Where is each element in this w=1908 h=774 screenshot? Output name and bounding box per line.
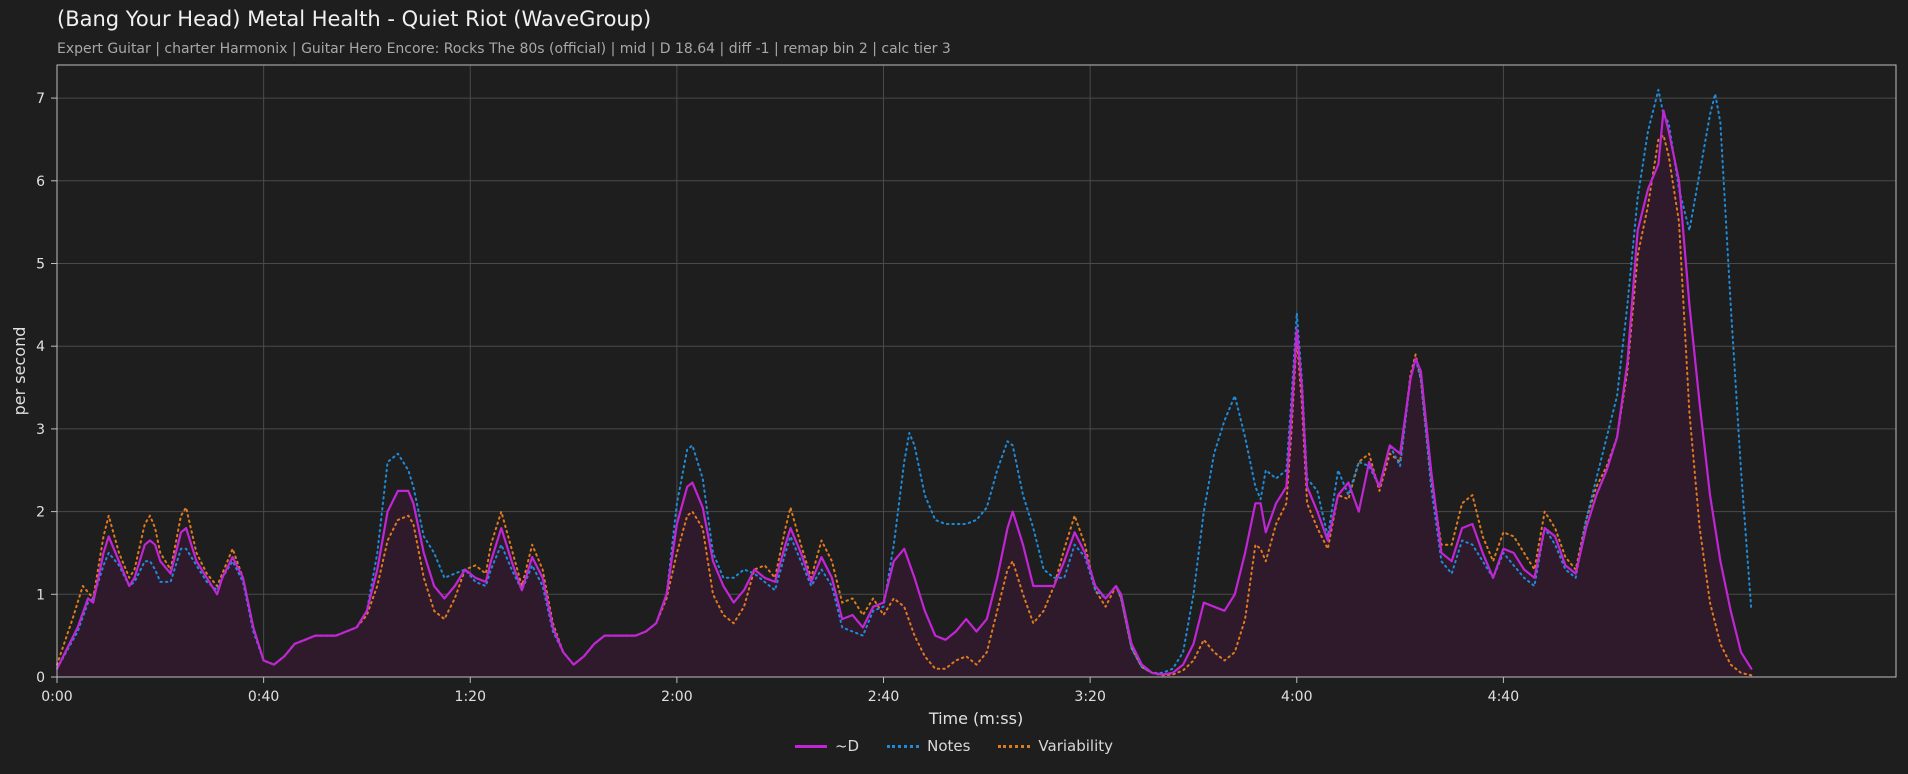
x-tick-label: 4:00 bbox=[1281, 689, 1312, 705]
fill-layer bbox=[57, 110, 1752, 677]
y-tick-label: 6 bbox=[36, 174, 45, 190]
x-tick-label: 0:00 bbox=[41, 689, 72, 705]
x-tick-label: 2:00 bbox=[661, 689, 692, 705]
y-tick-label: 7 bbox=[36, 91, 45, 107]
legend-item-variability[interactable]: Variability bbox=[998, 737, 1113, 755]
legend: ~D Notes Variability bbox=[0, 737, 1908, 755]
x-tick-label: 1:20 bbox=[455, 689, 486, 705]
d-area-fill bbox=[57, 110, 1752, 677]
x-axis-ticks: 0:00 0:40 1:20 2:00 2:40 3:20 4:00 4:40 bbox=[41, 677, 1519, 705]
y-tick-label: 2 bbox=[36, 505, 45, 521]
y-tick-label: 0 bbox=[36, 670, 45, 686]
x-tick-label: 4:40 bbox=[1488, 689, 1519, 705]
x-axis-label: Time (m:ss) bbox=[928, 709, 1023, 728]
plot-frame bbox=[56, 64, 1897, 678]
y-tick-label: 4 bbox=[36, 339, 45, 355]
y-tick-label: 3 bbox=[36, 422, 45, 438]
legend-item-notes[interactable]: Notes bbox=[887, 737, 970, 755]
legend-swatch-notes bbox=[887, 744, 920, 748]
chart-title: (Bang Your Head) Metal Health - Quiet Ri… bbox=[57, 7, 652, 31]
x-tick-label: 2:40 bbox=[868, 689, 899, 705]
x-tick-label: 3:20 bbox=[1074, 689, 1105, 705]
y-tick-label: 5 bbox=[36, 256, 45, 272]
series-layer bbox=[55, 88, 1753, 677]
x-tick-label: 0:40 bbox=[248, 689, 279, 705]
y-axis-label: per second bbox=[10, 327, 29, 416]
y-axis-ticks: 0 1 2 3 4 5 6 7 bbox=[36, 91, 57, 686]
chart-subtitle: Expert Guitar | charter Harmonix | Guita… bbox=[57, 41, 951, 57]
legend-label-variability: Variability bbox=[1038, 737, 1114, 755]
legend-label-d: ~D bbox=[834, 737, 860, 755]
d-series-line bbox=[55, 109, 1753, 676]
legend-swatch-d bbox=[794, 744, 827, 748]
legend-swatch-variability bbox=[998, 744, 1031, 748]
legend-item-d[interactable]: ~D bbox=[794, 737, 860, 755]
y-tick-label: 1 bbox=[36, 587, 45, 603]
legend-label-notes: Notes bbox=[927, 737, 971, 755]
